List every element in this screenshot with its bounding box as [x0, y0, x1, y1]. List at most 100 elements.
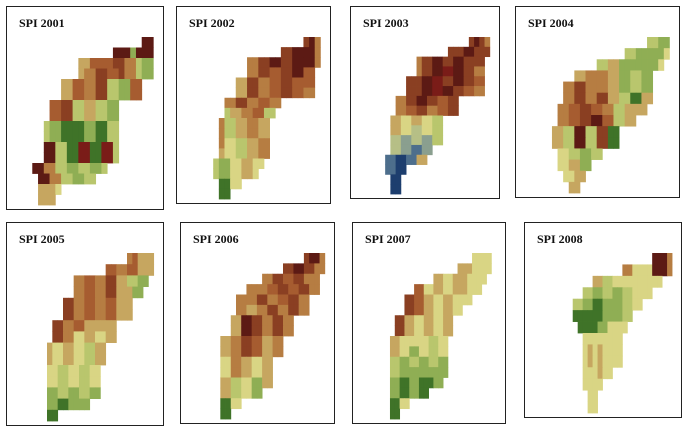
spi-cell [72, 131, 79, 143]
spi-cell [443, 346, 449, 358]
spi-cell [57, 365, 64, 377]
spi-cell [89, 331, 96, 343]
spi-cell [263, 148, 270, 159]
spi-cell [303, 67, 310, 78]
spi-cell [406, 95, 412, 107]
spi-cell [132, 264, 139, 276]
spi-cell [484, 46, 491, 58]
spi-cell [399, 377, 405, 389]
spi-cell [421, 115, 428, 126]
spi-cell [474, 37, 480, 48]
spi-cell [399, 387, 405, 399]
spi-cell [579, 115, 586, 127]
map-title: SPI 2007 [365, 232, 411, 246]
spi-cell [476, 284, 483, 295]
spi-cell [141, 68, 148, 80]
spi-cell [286, 77, 293, 89]
spi-cell [262, 336, 268, 347]
spi-cell [220, 356, 226, 368]
spi-cell [38, 194, 45, 206]
spi-cell [236, 315, 242, 327]
spi-cell [607, 70, 614, 82]
spi-cell [458, 86, 465, 97]
spi-cell [409, 315, 415, 327]
spi-cell [421, 66, 428, 77]
spi-cell [84, 152, 91, 164]
spi-cell [309, 253, 315, 264]
spi-cell [252, 148, 259, 159]
spi-cell [390, 174, 397, 185]
spi-cell [647, 70, 654, 82]
spi-cell [47, 342, 53, 355]
spi-cell [105, 297, 112, 310]
spi-cell [428, 346, 434, 358]
spi-cell [298, 263, 305, 275]
spi-cell [251, 367, 258, 378]
spi-cell [602, 137, 609, 149]
spi-cell [43, 163, 50, 174]
spi-cell [72, 152, 79, 164]
spi-cell [286, 57, 293, 68]
spi-cell [130, 79, 137, 90]
spi-cell [49, 163, 56, 174]
spi-cell [49, 194, 56, 206]
spi-cell [100, 353, 107, 366]
spi-cell [438, 325, 444, 337]
spi-cell [624, 81, 631, 94]
spi-cell [267, 325, 273, 337]
spi-cell [55, 110, 62, 122]
spi-cell [267, 377, 273, 389]
spi-cell [414, 284, 420, 295]
spi-cell [272, 336, 279, 347]
spi-cell [263, 107, 270, 119]
spi-cell [68, 387, 75, 399]
spi-cell [319, 263, 326, 275]
spi-cell [95, 89, 102, 101]
spi-cell [474, 66, 480, 77]
spi-cell [602, 70, 609, 82]
spi-cell [55, 173, 62, 185]
spi-cell [400, 164, 407, 175]
spi-cell [658, 37, 665, 49]
spi-cell [263, 128, 270, 139]
spi-cell [627, 264, 633, 277]
spi-cell [230, 387, 237, 399]
spi-cell [411, 95, 417, 107]
spi-cell [596, 92, 603, 105]
spi-cell [602, 59, 609, 71]
spi-cell [411, 154, 417, 165]
spi-cell [447, 76, 454, 87]
spi-cell [277, 294, 284, 306]
spi-cell [256, 294, 263, 306]
spi-cell [428, 284, 434, 295]
spi-cell [143, 264, 149, 276]
spi-cell [95, 275, 101, 287]
spi-cell [63, 331, 69, 343]
spi-cell [252, 57, 259, 68]
spi-cell [443, 284, 449, 295]
spi-cell [303, 77, 310, 89]
spi-cell [602, 333, 608, 345]
spi-cell [427, 135, 433, 146]
spi-cell [57, 320, 64, 332]
spi-cell [127, 297, 133, 310]
spi-cell [269, 57, 276, 68]
spi-cell [241, 97, 248, 109]
spi-cell [262, 315, 268, 327]
spi-cell [272, 273, 279, 285]
spi-cell [568, 137, 575, 149]
spi-cell [585, 103, 592, 116]
spi-cell [447, 325, 454, 337]
spi-cell [421, 125, 428, 136]
spi-cell [400, 144, 407, 156]
spi-cell [479, 66, 485, 77]
spi-cell [95, 131, 102, 143]
spi-cell [577, 310, 584, 322]
spi-grid-map [551, 37, 670, 194]
spi-cell [468, 46, 475, 58]
spi-cell [416, 135, 423, 146]
spi-cell [78, 142, 85, 153]
spi-cell [63, 365, 69, 377]
spi-cell [432, 66, 438, 77]
spi-cell [116, 286, 123, 299]
